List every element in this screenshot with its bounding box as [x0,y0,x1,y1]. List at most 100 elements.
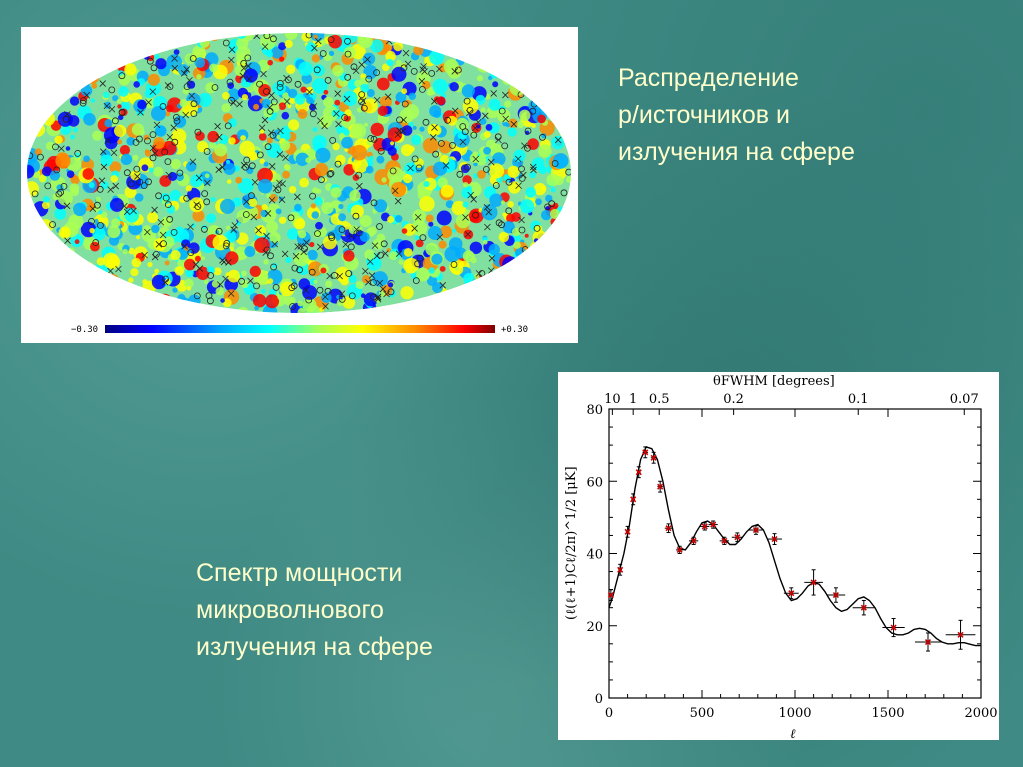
cmb-spot [483,240,488,245]
power-spectrum-svg: θFWHM [degrees] 10 1 0.5 0.2 0.1 0.07 0 500 100… [564,374,998,740]
cmb-spot [376,77,390,91]
cmb-spot [106,254,121,270]
cmb-spot [262,304,278,313]
source-cross-marker [151,206,158,214]
cmb-spot [398,259,404,265]
cmb-spot [179,99,188,108]
source-circle-marker [305,33,313,39]
cmb-spot [135,292,147,304]
source-cross-marker [353,226,360,233]
cmb-spot [95,294,105,304]
cmb-spot [204,173,210,179]
source-circle-marker [248,162,256,170]
cmb-spot [74,294,80,300]
cmb-spot [350,123,367,139]
source-circle-marker [226,78,234,86]
source-circle-marker [269,131,277,139]
cmb-spot [511,227,521,237]
cmb-spot [194,57,206,68]
source-cross-marker [383,290,390,298]
source-circle-marker [410,68,418,75]
cmb-spot [155,58,167,70]
cmb-spot [359,232,370,242]
cmb-spot [500,281,513,294]
cmb-spot [549,296,561,308]
cmb-spot [443,59,459,75]
cmb-temperature-field [27,33,571,313]
cmb-spot [476,155,487,166]
cmb-spot [142,279,148,285]
cmb-spot [530,240,544,255]
cmb-spot [429,49,445,65]
source-circle-marker [501,142,509,150]
cmb-spot [502,256,518,273]
cmb-spot [65,63,82,79]
cmb-spot [27,106,31,113]
cmb-spot [263,161,269,167]
cmb-spot [492,152,506,166]
cmb-spot [50,289,62,301]
source-cross-marker [358,61,365,68]
point-marker [957,631,964,638]
caption-line: Распределение [618,64,799,92]
cmb-spot [349,189,361,202]
source-circle-marker [360,104,368,112]
source-cross-marker [510,120,518,128]
cmb-spot [504,100,512,108]
cmb-spot [122,248,128,255]
cmb-spot [423,33,439,47]
cmb-spot [220,298,225,303]
cmb-spot [105,63,114,71]
cmb-spot [34,148,42,156]
source-cross-marker [394,131,402,139]
cmb-spot [262,142,267,147]
source-circle-marker [345,270,353,277]
cmb-spot [552,64,561,74]
cmb-spot [462,175,472,185]
source-cross-marker [227,290,235,297]
cmb-spot [323,235,337,250]
cmb-spot [530,270,539,278]
cmb-spot [362,98,378,114]
cmb-spot [501,296,514,309]
source-cross-marker [153,121,161,129]
cmb-spot [199,37,210,48]
cmb-spot [536,40,551,55]
point-marker [752,526,760,534]
cmb-spot [164,260,170,266]
source-cross-marker [115,265,122,273]
point-marker [630,496,637,503]
source-cross-marker [281,250,289,258]
cmb-spot [479,118,487,125]
colorbar-min-label: −0.30 [71,325,98,335]
cmb-spot [553,90,565,102]
source-cross-marker [272,185,280,192]
source-circle-marker [533,224,541,232]
source-cross-marker [502,91,509,99]
source-cross-marker [282,154,289,162]
cmb-spot [27,92,36,104]
source-cross-marker [485,208,492,216]
source-cross-marker [98,177,106,184]
source-cross-marker [283,74,290,82]
cmb-spot [111,303,122,313]
cmb-spot [258,133,267,141]
cmb-spot [125,35,135,44]
source-cross-marker [181,243,188,250]
source-circle-marker [203,148,211,155]
source-cross-marker [183,66,191,73]
cmb-spot [310,203,316,209]
cmb-spot [502,73,514,85]
cmb-spot [131,298,142,308]
source-cross-marker [171,64,179,72]
source-cross-marker [306,88,313,96]
cmb-spot [541,290,554,302]
top-axis-label: θFWHM [degrees] [713,374,835,389]
source-cross-marker [268,163,276,170]
source-circle-marker [450,261,458,268]
cmb-spot [509,79,526,96]
source-cross-marker [317,243,324,251]
cmb-spot [561,60,568,67]
source-circle-marker [316,286,324,294]
x-tick-label: 1000 [778,706,811,721]
